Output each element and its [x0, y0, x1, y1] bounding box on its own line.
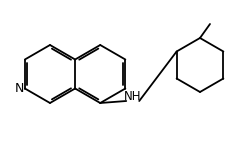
- Text: NH: NH: [123, 90, 140, 102]
- Text: N: N: [15, 82, 24, 95]
